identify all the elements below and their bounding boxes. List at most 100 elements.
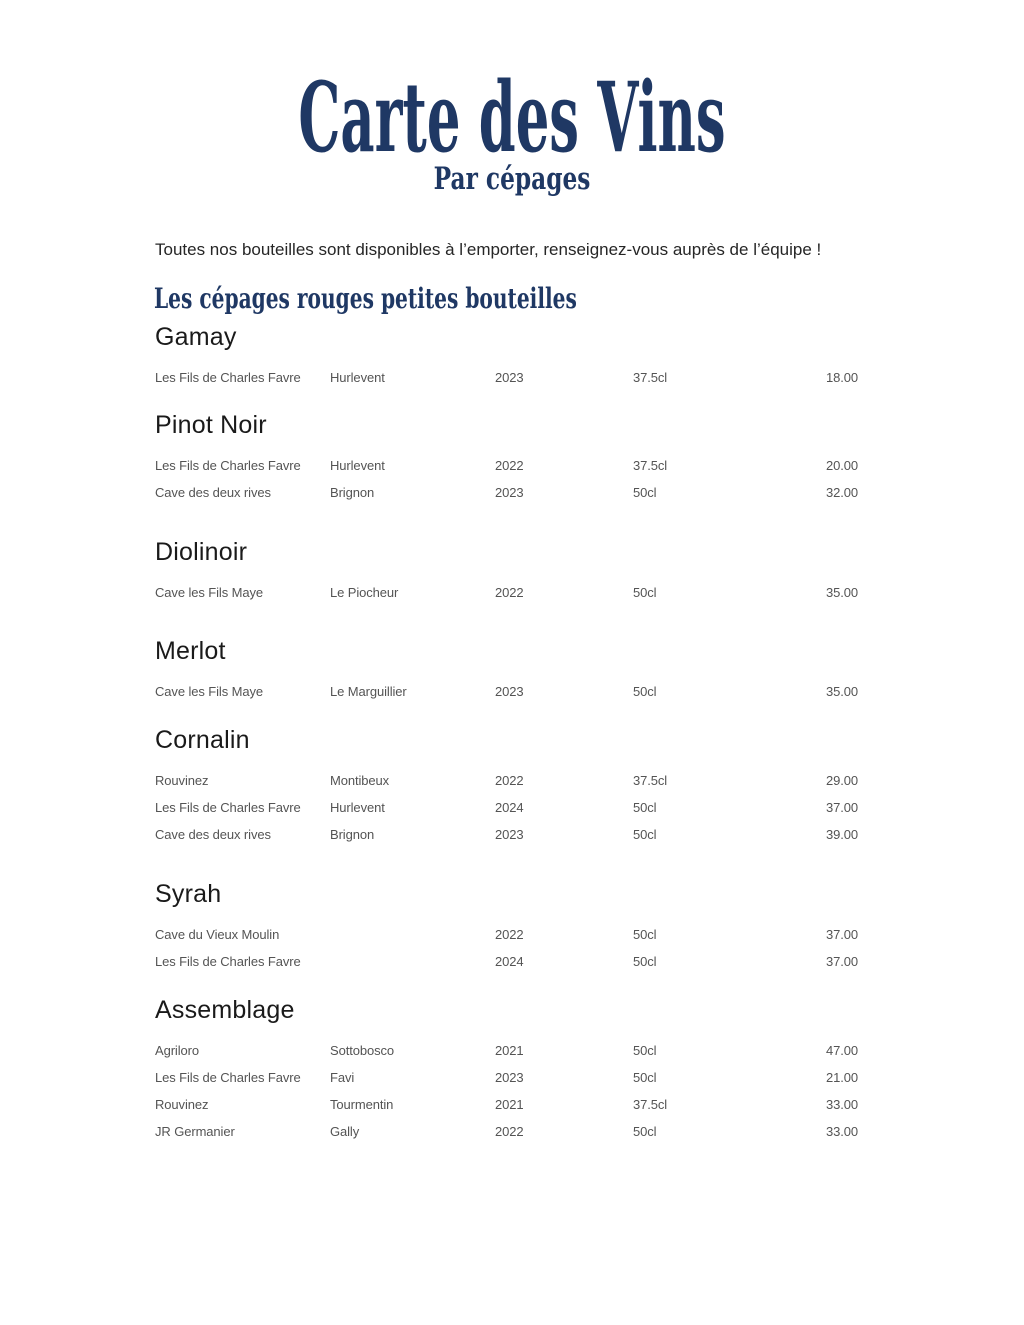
varietal-heading: Pinot Noir [155, 411, 267, 439]
wine-row: Cave des deux rives Brignon 2023 50cl 32… [155, 479, 858, 506]
wine-rows: Agriloro Sottobosco 2021 50cl 47.00 Les … [155, 1037, 858, 1145]
producer-cell: Les Fils de Charles Favre [155, 800, 301, 815]
vintage-cell: 2022 [495, 927, 524, 942]
wine-name-cell [330, 948, 495, 975]
varietal-section-syrah: Syrah Cave du Vieux Moulin 2022 50cl 37.… [155, 879, 858, 975]
price-cell: 21.00 [825, 1070, 858, 1085]
wine-name-cell: Hurlevent [330, 800, 385, 815]
varietal-section-assemblage: Assemblage Agriloro Sottobosco 2021 50cl… [155, 995, 858, 1145]
wine-row: Les Fils de Charles Favre Hurlevent 2023… [155, 364, 858, 391]
wine-name-cell: Le Marguillier [330, 684, 407, 699]
size-cell: 50cl [633, 485, 657, 500]
varietal-heading: Gamay [155, 323, 237, 351]
page-subtitle: Par cépages [433, 161, 591, 197]
vintage-cell: 2022 [495, 1124, 524, 1139]
wine-rows: Cave les Fils Maye Le Marguillier 2023 5… [155, 678, 858, 705]
size-cell: 37.5cl [633, 773, 668, 788]
wine-row: JR Germanier Gally 2022 50cl 33.00 [155, 1118, 858, 1145]
wine-row: Les Fils de Charles Favre 2024 50cl 37.0… [155, 948, 858, 975]
size-cell: 50cl [633, 800, 657, 815]
size-cell: 50cl [633, 1043, 657, 1058]
price-cell: 33.00 [825, 1124, 858, 1139]
vintage-cell: 2022 [495, 585, 524, 600]
producer-cell: Agriloro [155, 1043, 199, 1058]
producer-cell: Cave des deux rives [155, 485, 271, 500]
wine-name-cell: Gally [330, 1124, 360, 1139]
price-cell: 18.00 [825, 370, 858, 385]
size-cell: 50cl [633, 684, 657, 699]
varietal-heading: Assemblage [155, 996, 295, 1024]
wine-name-cell: Hurlevent [330, 458, 385, 473]
size-cell: 50cl [633, 1070, 657, 1085]
producer-cell: Rouvinez [155, 1097, 209, 1112]
producer-cell: Les Fils de Charles Favre [155, 370, 301, 385]
producer-cell: Les Fils de Charles Favre [155, 1070, 301, 1085]
vintage-cell: 2023 [495, 1070, 524, 1085]
wine-rows: Les Fils de Charles Favre Hurlevent 2023… [155, 364, 858, 391]
varietal-section-diolinoir: Diolinoir Cave les Fils Maye Le Piocheur… [155, 537, 858, 606]
size-cell: 37.5cl [633, 1097, 668, 1112]
vintage-cell: 2024 [495, 954, 524, 969]
wine-name-cell: Favi [330, 1070, 355, 1085]
wine-row: Rouvinez Montibeux 2022 37.5cl 29.00 [155, 767, 858, 794]
wine-name-cell [330, 921, 495, 948]
vintage-cell: 2022 [495, 773, 524, 788]
price-cell: 39.00 [825, 827, 858, 842]
wine-name-cell: Brignon [330, 485, 375, 500]
vintage-cell: 2021 [495, 1043, 524, 1058]
varietal-section-gamay: Gamay Les Fils de Charles Favre Hurleven… [155, 322, 858, 391]
wine-name-cell: Montibeux [330, 773, 390, 788]
producer-cell: Les Fils de Charles Favre [155, 458, 301, 473]
varietal-heading: Syrah [155, 880, 222, 908]
vintage-cell: 2023 [495, 370, 524, 385]
wine-row: Les Fils de Charles Favre Hurlevent 2022… [155, 452, 858, 479]
wine-name-cell: Hurlevent [330, 370, 385, 385]
size-cell: 50cl [633, 585, 657, 600]
price-cell: 29.00 [825, 773, 858, 788]
producer-cell: Cave du Vieux Moulin [155, 927, 280, 942]
size-cell: 50cl [633, 927, 657, 942]
vintage-cell: 2022 [495, 458, 524, 473]
price-cell: 33.00 [825, 1097, 858, 1112]
wine-row: Agriloro Sottobosco 2021 50cl 47.00 [155, 1037, 858, 1064]
wine-name-cell: Le Piocheur [330, 585, 399, 600]
page-title: Carte des Vins [298, 61, 726, 174]
vintage-cell: 2023 [495, 485, 524, 500]
producer-cell: JR Germanier [155, 1124, 235, 1139]
producer-cell: Rouvinez [155, 773, 209, 788]
producer-cell: Cave des deux rives [155, 827, 271, 842]
wine-rows: Les Fils de Charles Favre Hurlevent 2022… [155, 452, 858, 506]
varietal-heading: Cornalin [155, 726, 250, 754]
producer-cell: Cave les Fils Maye [155, 684, 264, 699]
price-cell: 37.00 [825, 800, 858, 815]
takeaway-note: Toutes nos bouteilles sont disponibles à… [155, 240, 822, 259]
price-cell: 47.00 [825, 1043, 858, 1058]
section-heading-red-small-bottles: Les cépages rouges petites bouteilles [154, 282, 577, 315]
wine-name-cell: Brignon [330, 827, 375, 842]
price-cell: 35.00 [825, 684, 858, 699]
varietal-section-pinot-noir: Pinot Noir Les Fils de Charles Favre Hur… [155, 410, 858, 506]
producer-cell: Cave les Fils Maye [155, 585, 264, 600]
price-cell: 37.00 [825, 954, 858, 969]
wine-rows: Rouvinez Montibeux 2022 37.5cl 29.00 Les… [155, 767, 858, 848]
vintage-cell: 2021 [495, 1097, 524, 1112]
varietal-heading: Diolinoir [155, 538, 248, 566]
wine-row: Rouvinez Tourmentin 2021 37.5cl 33.00 [155, 1091, 858, 1118]
wine-name-cell: Sottobosco [330, 1043, 395, 1058]
wine-row: Cave les Fils Maye Le Piocheur 2022 50cl… [155, 579, 858, 606]
size-cell: 50cl [633, 827, 657, 842]
wine-name-cell: Tourmentin [330, 1097, 394, 1112]
varietal-heading: Merlot [155, 637, 226, 665]
size-cell: 37.5cl [633, 370, 668, 385]
price-cell: 32.00 [825, 485, 858, 500]
size-cell: 50cl [633, 954, 657, 969]
varietal-section-cornalin: Cornalin Rouvinez Montibeux 2022 37.5cl … [155, 725, 858, 848]
wine-rows: Cave les Fils Maye Le Piocheur 2022 50cl… [155, 579, 858, 606]
size-cell: 37.5cl [633, 458, 668, 473]
vintage-cell: 2024 [495, 800, 524, 815]
vintage-cell: 2023 [495, 684, 524, 699]
producer-cell: Les Fils de Charles Favre [155, 954, 301, 969]
price-cell: 37.00 [825, 927, 858, 942]
wine-row: Les Fils de Charles Favre Favi 2023 50cl… [155, 1064, 858, 1091]
